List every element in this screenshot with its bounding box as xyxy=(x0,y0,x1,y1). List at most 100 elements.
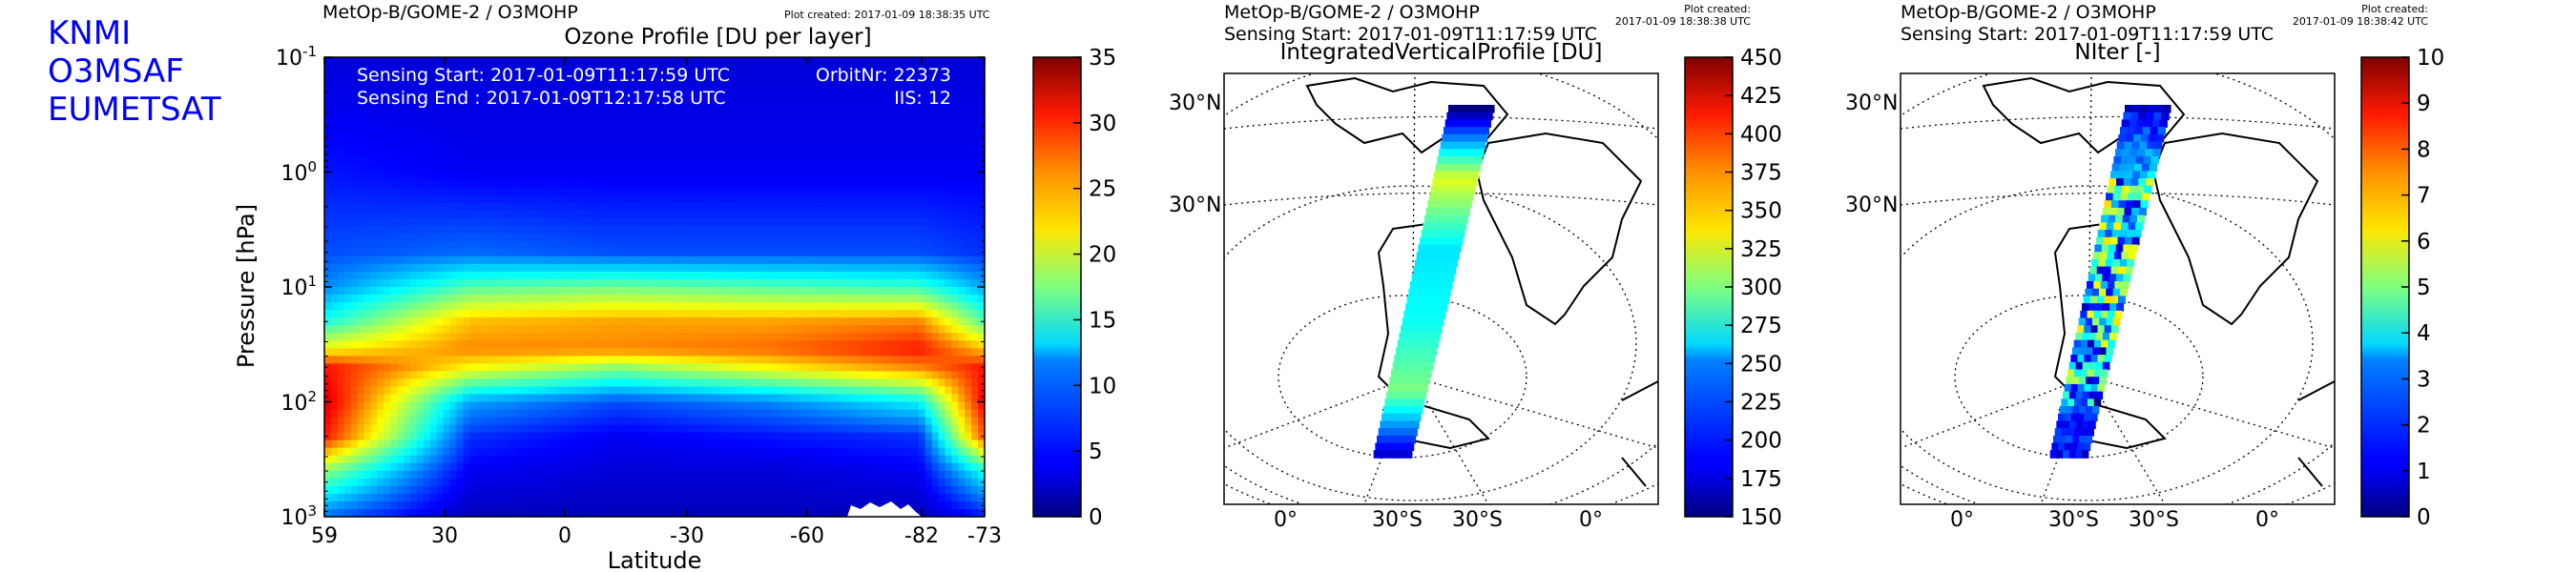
heatmap-cell xyxy=(667,287,675,296)
heatmap-cell xyxy=(680,57,689,66)
heatmap-cell xyxy=(324,455,332,464)
heatmap-cell xyxy=(800,302,807,311)
heatmap-cell xyxy=(727,149,735,158)
heatmap-cell xyxy=(436,439,445,449)
heatmap-cell xyxy=(700,187,708,196)
heatmap-cell xyxy=(502,447,510,457)
heatmap-cell xyxy=(759,57,768,66)
heatmap-cell xyxy=(509,302,517,311)
heatmap-cell xyxy=(522,278,530,288)
heatmap-cell xyxy=(601,202,610,212)
heatmap-cell xyxy=(806,485,814,495)
heatmap-cell xyxy=(766,126,775,134)
heatmap-cell xyxy=(542,356,550,364)
heatmap-cell xyxy=(502,240,510,250)
heatmap-cell xyxy=(832,126,841,134)
heatmap-cell xyxy=(377,65,384,73)
heatmap-cell xyxy=(594,340,603,349)
heatmap-cell xyxy=(859,202,867,212)
heatmap-cell xyxy=(727,217,735,227)
heatmap-cell xyxy=(377,317,384,326)
heatmap-cell xyxy=(581,386,590,396)
heatmap-cell xyxy=(641,287,649,296)
heatmap-cell xyxy=(614,378,622,388)
heatmap-cell xyxy=(436,417,445,426)
heatmap-cell xyxy=(825,439,834,449)
heatmap-cell xyxy=(621,278,629,288)
heatmap-cell xyxy=(555,386,563,396)
heatmap-cell xyxy=(739,401,748,411)
heatmap-cell xyxy=(674,386,682,396)
heatmap-cell xyxy=(832,248,841,257)
heatmap-cell xyxy=(660,72,669,81)
heatmap-cell xyxy=(370,455,378,464)
heatmap-cell xyxy=(330,240,339,250)
heatmap-cell xyxy=(529,118,537,127)
heatmap-cell xyxy=(727,470,735,480)
heatmap-cell xyxy=(707,470,715,480)
heatmap-cell xyxy=(707,302,715,311)
heatmap-cell xyxy=(529,57,537,66)
heatmap-cell xyxy=(337,103,345,112)
heatmap-cell xyxy=(766,500,775,510)
heatmap-cell xyxy=(377,340,384,349)
heatmap-cell xyxy=(569,80,576,89)
heatmap-cell xyxy=(390,500,398,510)
heatmap-cell xyxy=(350,485,359,495)
heatmap-cell xyxy=(549,500,556,510)
heatmap-cell xyxy=(384,248,391,257)
heatmap-cell xyxy=(416,401,425,411)
heatmap-cell xyxy=(357,164,365,174)
heatmap-cell xyxy=(628,295,635,303)
heatmap-cell xyxy=(489,378,497,388)
heatmap-cell xyxy=(674,470,682,480)
heatmap-cell xyxy=(687,485,696,495)
heatmap-cell xyxy=(330,447,339,457)
heatmap-cell xyxy=(489,118,497,127)
heatmap-cell xyxy=(820,371,827,379)
heatmap-cell xyxy=(542,271,550,280)
heatmap-cell xyxy=(337,271,345,280)
heatmap-cell xyxy=(423,500,431,510)
heatmap-cell xyxy=(773,287,781,296)
heatmap-cell xyxy=(727,310,735,318)
heatmap-cell xyxy=(343,401,352,411)
heatmap-cell xyxy=(793,80,800,89)
heatmap-cell xyxy=(495,111,504,119)
heatmap-cell xyxy=(429,111,438,119)
heatmap-cell xyxy=(343,225,352,235)
heatmap-cell xyxy=(330,287,339,296)
heatmap-cell xyxy=(588,194,596,204)
heatmap-cell xyxy=(727,401,735,411)
heatmap-cell xyxy=(456,187,464,196)
heatmap-cell xyxy=(443,363,451,372)
heatmap-cell xyxy=(542,462,550,472)
heatmap-cell xyxy=(700,317,708,326)
heatmap-cell xyxy=(423,310,431,318)
heatmap-cell xyxy=(495,462,504,472)
heatmap-cell xyxy=(449,470,457,480)
heatmap-cell xyxy=(648,103,655,112)
heatmap-cell xyxy=(522,470,530,480)
heatmap-cell xyxy=(384,255,391,265)
heatmap-cell xyxy=(409,217,418,227)
heatmap-cell xyxy=(793,118,800,127)
heatmap-cell xyxy=(832,233,841,242)
heatmap-cell xyxy=(674,149,682,158)
heatmap-cell xyxy=(324,80,332,89)
heatmap-cell xyxy=(727,333,735,341)
heatmap-cell xyxy=(495,149,504,158)
heatmap-cell xyxy=(766,72,775,81)
heatmap-cell xyxy=(720,363,728,372)
heatmap-cell xyxy=(384,378,391,388)
heatmap-cell xyxy=(714,210,721,219)
heatmap-cell xyxy=(601,179,610,189)
heatmap-cell xyxy=(404,172,411,181)
heatmap-cell xyxy=(390,325,398,334)
heatmap-cell xyxy=(859,401,867,411)
heatmap-cell xyxy=(489,217,497,227)
heatmap-cell xyxy=(739,317,748,326)
heatmap-cell xyxy=(515,233,524,242)
heatmap-cell xyxy=(674,103,682,112)
heatmap-cell xyxy=(779,310,787,318)
